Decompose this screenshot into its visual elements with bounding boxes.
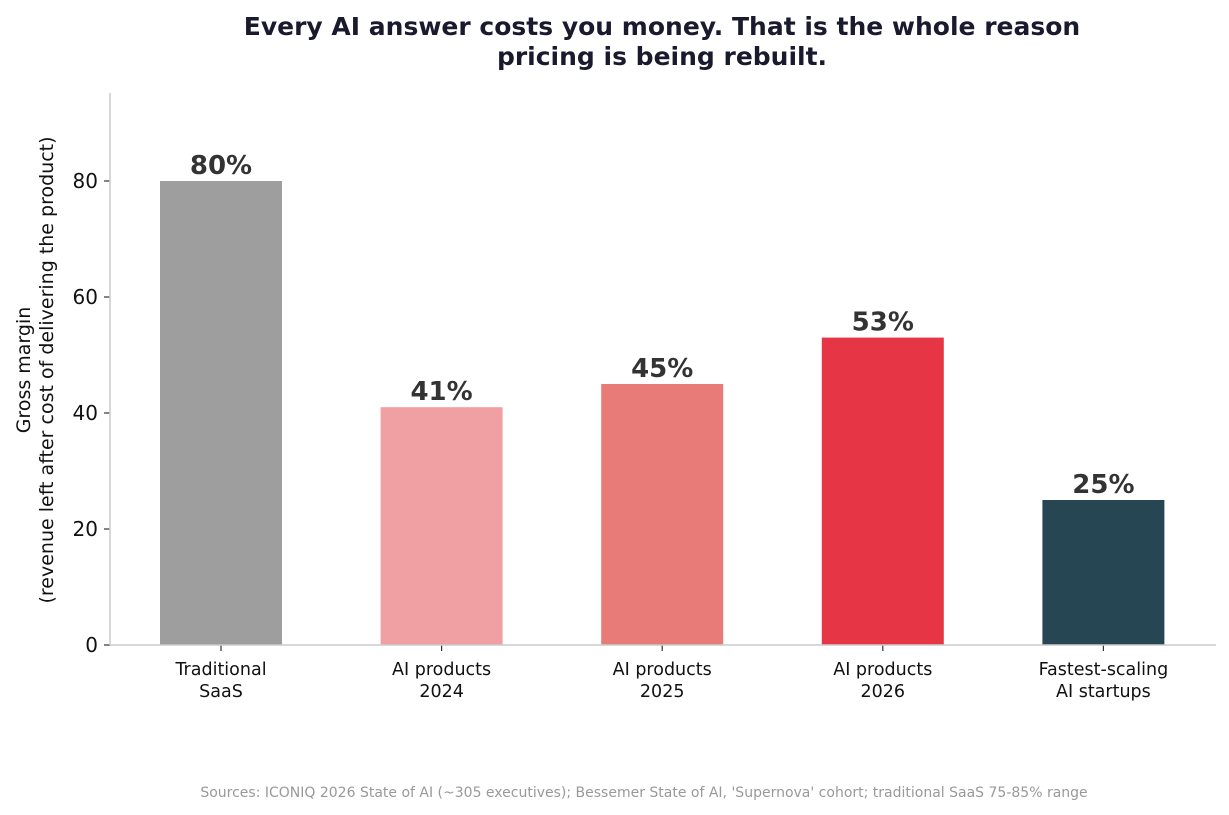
x-tick-label: AI products bbox=[833, 660, 932, 680]
x-tick-label: SaaS bbox=[199, 682, 243, 702]
source-note: Sources: ICONIQ 2026 State of AI (~305 e… bbox=[200, 785, 1087, 801]
y-tick-label: 0 bbox=[85, 633, 98, 657]
y-tick-label: 20 bbox=[73, 517, 98, 541]
y-tick-label: 80 bbox=[73, 169, 98, 193]
bar bbox=[160, 181, 282, 645]
bar bbox=[380, 407, 503, 645]
x-tick-label: AI startups bbox=[1056, 682, 1151, 702]
x-tick-label: 2024 bbox=[419, 682, 464, 702]
y-tick-label: 60 bbox=[73, 285, 98, 309]
data-label: 53% bbox=[852, 308, 914, 338]
data-label: 25% bbox=[1072, 470, 1134, 500]
x-tick-label: 2026 bbox=[861, 682, 906, 702]
y-axis-label-line-1: Gross margin bbox=[13, 307, 35, 434]
bars-group: 80% 41% 45% 53% 25% bbox=[160, 151, 1165, 645]
data-label: 41% bbox=[410, 377, 472, 407]
x-tick-label: AI products bbox=[613, 660, 712, 680]
chart-title-line-2: pricing is being rebuilt. bbox=[497, 42, 827, 71]
bar bbox=[1042, 500, 1165, 645]
chart-title-line-1: Every AI answer costs you money. That is… bbox=[244, 12, 1080, 41]
x-tick-label: Fastest-scaling bbox=[1039, 660, 1169, 680]
bar bbox=[601, 384, 724, 645]
y-axis-label-line-2: (revenue left after cost of delivering t… bbox=[36, 136, 58, 603]
x-tick-label: 2025 bbox=[640, 682, 685, 702]
data-label: 80% bbox=[190, 151, 252, 181]
y-axis-ticks: 0 20 40 60 80 bbox=[73, 169, 110, 657]
data-label: 45% bbox=[631, 354, 693, 384]
bar bbox=[821, 337, 944, 645]
x-tick-label: AI products bbox=[392, 660, 491, 680]
y-tick-label: 40 bbox=[73, 401, 98, 425]
x-tick-label: Traditional bbox=[174, 660, 266, 680]
